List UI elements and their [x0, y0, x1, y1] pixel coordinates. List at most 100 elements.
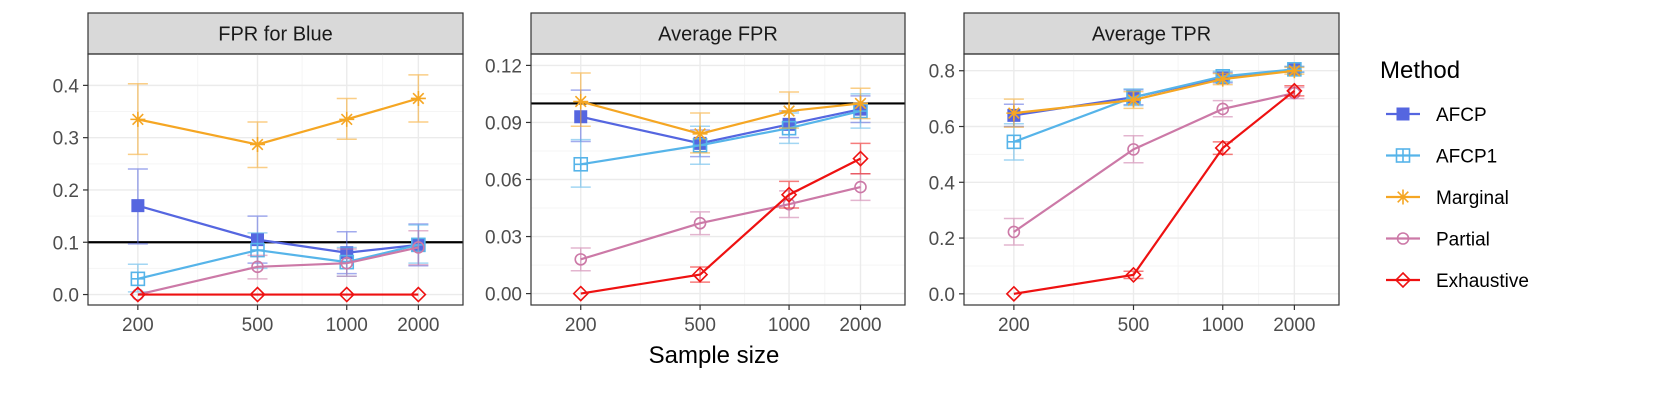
y-tick-label: 0.00: [485, 285, 522, 306]
data-point: [781, 103, 797, 119]
series-marginal: [127, 74, 429, 169]
data-point: [412, 241, 425, 254]
data-point: [130, 271, 146, 287]
y-tick-label: 0.06: [485, 171, 522, 192]
y-tick-label: 0.1: [53, 233, 79, 254]
panel-border: [963, 53, 1340, 306]
y-tick-label: 0.12: [485, 56, 522, 77]
x-tick-label: 500: [684, 315, 716, 336]
panel-average-fpr: Average FPR 0.00 0.03 0.06 0.09 0.12 200 500 100…: [485, 12, 906, 336]
legend-item-marginal: Marginal: [1386, 188, 1509, 209]
legend-key-marker: [1394, 271, 1412, 289]
x-tick-label: 1000: [1202, 315, 1244, 336]
y-tick-label: 0.3: [53, 129, 79, 150]
data-point: [1007, 225, 1021, 239]
y-tick-label: 0.8: [929, 62, 955, 83]
panel-title: Average FPR: [658, 24, 778, 46]
data-point: [339, 111, 355, 127]
error-bar: [850, 142, 871, 175]
data-point: [1216, 102, 1230, 116]
y-tick-label: 0.0: [929, 285, 955, 306]
series-line: [137, 243, 419, 280]
data-point: [691, 266, 709, 283]
panel-fpr-for-blue: FPR for Blue 0.0 0.1 0.2 0.3 0.4 200 500 1000 200…: [53, 12, 464, 336]
series-marginal: [1003, 63, 1305, 128]
panel-title: Average TPR: [1092, 24, 1211, 46]
data-point: [574, 253, 588, 266]
series-afcp: [127, 168, 429, 275]
data-point: [1286, 63, 1302, 79]
data-point: [130, 111, 146, 127]
data-point: [1006, 134, 1022, 150]
data-point-cross: [574, 157, 588, 171]
legend-label: AFCP: [1436, 105, 1487, 126]
legend-key-marker: [1396, 232, 1410, 245]
series-line: [137, 246, 419, 296]
series-line: [137, 204, 419, 254]
series-line: [137, 97, 419, 146]
data-point: [692, 126, 708, 142]
legend-key-marker: [1396, 107, 1410, 121]
panel-strip: [530, 12, 906, 55]
data-point: [338, 286, 355, 303]
data-point-cross: [131, 272, 145, 286]
data-point-cross: [1007, 135, 1021, 149]
legend-label: Exhaustive: [1436, 271, 1529, 292]
legend-label: AFCP1: [1436, 147, 1497, 168]
data-point: [1125, 266, 1142, 284]
legend-key-marker: [1395, 148, 1411, 163]
y-tick-label: 0.09: [485, 113, 522, 134]
data-point: [1286, 82, 1303, 99]
legend-item-exhaustive: Exhaustive: [1386, 271, 1529, 292]
series-line: [1013, 69, 1295, 115]
panel-title: FPR for Blue: [218, 24, 332, 46]
data-point: [1006, 105, 1022, 121]
data-point: [129, 286, 147, 303]
x-tick-label: 200: [565, 315, 597, 336]
data-point: [251, 260, 264, 274]
series-line: [580, 157, 861, 295]
panel-border: [530, 53, 906, 306]
x-tick-label: 2000: [1273, 315, 1315, 336]
x-tick-label: 500: [1118, 315, 1150, 336]
data-point: [852, 95, 868, 111]
data-point: [1126, 92, 1141, 108]
series-line: [1013, 89, 1296, 295]
data-point: [852, 150, 869, 167]
legend-key-marker-cross: [1396, 149, 1410, 162]
legend-item-partial: Partial: [1386, 230, 1490, 251]
series-line: [580, 108, 861, 145]
x-tick-label: 1000: [768, 315, 810, 336]
x-tick-label: 2000: [397, 315, 439, 336]
data-point-cross: [251, 243, 264, 257]
legend-item-afcp1: AFCP1: [1386, 147, 1497, 168]
series-marginal: [570, 72, 871, 154]
data-point: [1127, 143, 1140, 156]
data-point: [573, 94, 589, 110]
y-tick-label: 0.4: [929, 173, 956, 194]
x-tick-label: 2000: [839, 315, 881, 336]
series-exhaustive: [129, 286, 427, 303]
data-point: [340, 256, 354, 270]
legend-title: Method: [1380, 57, 1460, 84]
y-tick-label: 0.6: [929, 118, 955, 139]
series-afcp1: [127, 224, 429, 293]
x-tick-label: 500: [242, 315, 274, 336]
x-axis-title: Sample size: [649, 342, 780, 369]
data-point: [780, 186, 798, 203]
legend-label: Marginal: [1436, 188, 1509, 209]
data-point: [410, 90, 426, 106]
series-partial: [1003, 86, 1305, 246]
x-tick-label: 200: [998, 315, 1030, 336]
y-tick-label: 0.0: [53, 286, 79, 307]
series-line: [1013, 91, 1295, 233]
data-point: [410, 286, 427, 303]
legend-key-marker: [1395, 189, 1411, 205]
x-tick-label: 1000: [326, 315, 368, 336]
legend-item-afcp: AFCP: [1386, 105, 1487, 126]
y-tick-label: 0.4: [53, 76, 80, 97]
legend-label: Partial: [1436, 230, 1490, 251]
y-tick-label: 0.03: [485, 228, 522, 249]
series-partial: [131, 229, 429, 301]
